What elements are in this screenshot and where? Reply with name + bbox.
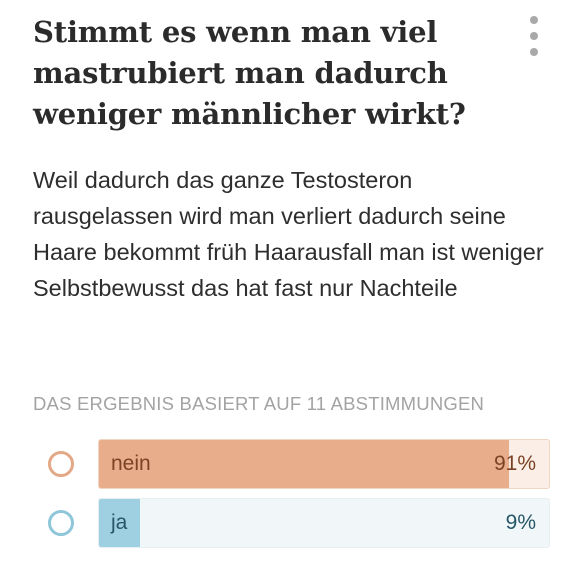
poll-result-bar: ja 9% — [98, 498, 550, 548]
poll-option-label: nein — [111, 452, 151, 475]
question-body: Weil dadurch das ganze Testosteron rausg… — [33, 167, 544, 301]
radio-button-icon[interactable] — [48, 510, 74, 536]
radio-button-icon[interactable] — [48, 451, 74, 477]
poll-result-bar-fill — [99, 440, 509, 488]
more-vertical-icon — [530, 16, 538, 24]
poll-option-percent: 91% — [493, 452, 536, 475]
poll-option-percent: 9% — [505, 511, 536, 534]
poll-result-label: DAS ERGEBNIS BASIERT AUF 11 ABSTIMMUNGEN — [33, 393, 485, 414]
more-vertical-icon — [530, 32, 538, 40]
poll-option-nein[interactable]: nein 91% — [48, 439, 550, 491]
poll-result-bar: nein 91% — [98, 439, 550, 489]
poll-option-ja[interactable]: ja 9% — [48, 498, 550, 550]
question-title: Stimmt es wenn man viel mastrubiert man … — [33, 15, 466, 131]
more-options-button[interactable] — [524, 16, 544, 56]
more-vertical-icon — [530, 48, 538, 56]
poll-result-bar-fill — [99, 499, 140, 547]
poll-option-label: ja — [111, 511, 128, 534]
